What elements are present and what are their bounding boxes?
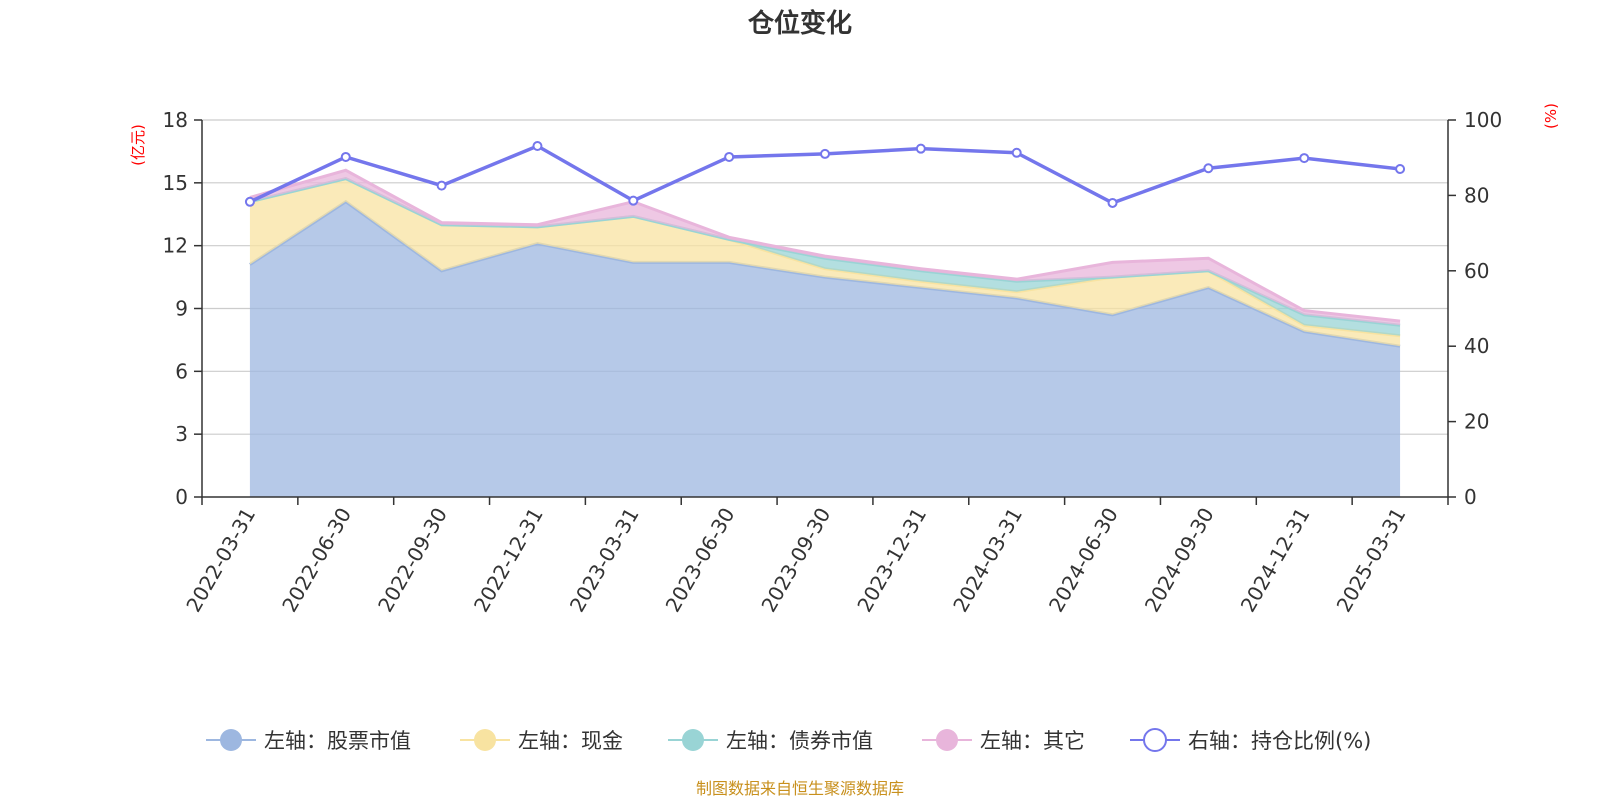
legend-item[interactable]: 左轴：债券市值 xyxy=(668,729,873,753)
area-series-0 xyxy=(249,201,1401,497)
left-tick-label: 6 xyxy=(175,359,188,383)
ratio-point xyxy=(244,196,255,207)
area-series-3 xyxy=(249,170,1401,326)
ratio-point xyxy=(915,143,926,154)
legend-item[interactable]: 左轴：现金 xyxy=(460,729,623,753)
legend-marker xyxy=(220,729,242,751)
x-tick-label: 2024-03-31 xyxy=(948,504,1027,617)
ratio-point xyxy=(820,148,830,159)
legend-item[interactable]: 左轴：其它 xyxy=(922,729,1085,753)
left-axis-unit: (亿元) xyxy=(129,124,147,166)
area-series-edge-3 xyxy=(249,168,1401,323)
x-tick-label: 2022-06-30 xyxy=(277,504,356,617)
x-tick-label: 2023-03-31 xyxy=(565,504,644,617)
legend-marker xyxy=(474,729,496,751)
left-tick-label: 18 xyxy=(163,108,188,132)
right-tick-label: 0 xyxy=(1464,485,1477,509)
ratio-point xyxy=(1203,163,1214,174)
area-series-1 xyxy=(249,178,1401,347)
ratio-point xyxy=(1011,147,1022,158)
ratio-point xyxy=(532,141,543,152)
ratio-point xyxy=(1395,164,1406,175)
source-note: 制图数据来自恒生聚源数据库 xyxy=(696,779,904,798)
ratio-point xyxy=(724,151,735,162)
x-tick-label: 2022-03-31 xyxy=(181,504,260,617)
x-tick-label: 2022-09-30 xyxy=(373,504,452,617)
legend-label: 左轴：其它 xyxy=(980,729,1085,753)
legend-item[interactable]: 左轴：股票市值 xyxy=(206,729,411,753)
left-tick-label: 12 xyxy=(163,234,188,258)
x-tick-label: 2024-09-30 xyxy=(1140,504,1219,617)
ratio-point xyxy=(1299,153,1310,164)
legend-marker xyxy=(682,729,704,751)
x-tick-label: 2024-06-30 xyxy=(1044,504,1123,617)
ratio-point xyxy=(628,195,639,206)
right-tick-label: 60 xyxy=(1464,259,1489,283)
right-axis-unit: (%) xyxy=(1542,103,1560,129)
legend-label: 左轴：股票市值 xyxy=(264,729,411,753)
left-tick-label: 9 xyxy=(175,297,188,321)
chart-title: 仓位变化 xyxy=(747,8,852,39)
right-tick-label: 100 xyxy=(1464,108,1502,132)
legend-label: 左轴：债券市值 xyxy=(726,729,873,753)
ratio-point xyxy=(1107,197,1118,208)
x-tick-label: 2023-12-31 xyxy=(852,504,931,617)
ratio-point xyxy=(436,180,447,191)
x-tick-label: 2023-06-30 xyxy=(661,504,740,617)
ratio-line xyxy=(244,141,1406,208)
stacked-areas xyxy=(249,168,1401,497)
legend-marker xyxy=(936,729,958,751)
right-tick-label: 20 xyxy=(1464,410,1489,434)
left-tick-label: 0 xyxy=(175,485,188,509)
x-tick-label: 2022-12-31 xyxy=(469,504,548,617)
x-tick-label: 2025-03-31 xyxy=(1332,504,1411,617)
legend-item[interactable]: 右轴：持仓比例(%) xyxy=(1130,728,1371,753)
legend-marker xyxy=(1143,728,1167,752)
left-tick-label: 3 xyxy=(175,422,188,446)
x-tick-label: 2024-12-31 xyxy=(1236,504,1315,617)
right-tick-label: 40 xyxy=(1464,334,1489,358)
left-tick-label: 15 xyxy=(163,171,188,195)
legend: 左轴：股票市值 左轴：现金 左轴：债券市值 左轴：其它 右轴：持仓比例(%) xyxy=(206,728,1371,753)
ratio-point xyxy=(340,151,351,162)
right-tick-label: 80 xyxy=(1464,183,1489,207)
legend-label: 左轴：现金 xyxy=(518,729,623,753)
legend-label: 右轴：持仓比例(%) xyxy=(1188,729,1371,753)
x-tick-label: 2023-09-30 xyxy=(756,504,835,617)
